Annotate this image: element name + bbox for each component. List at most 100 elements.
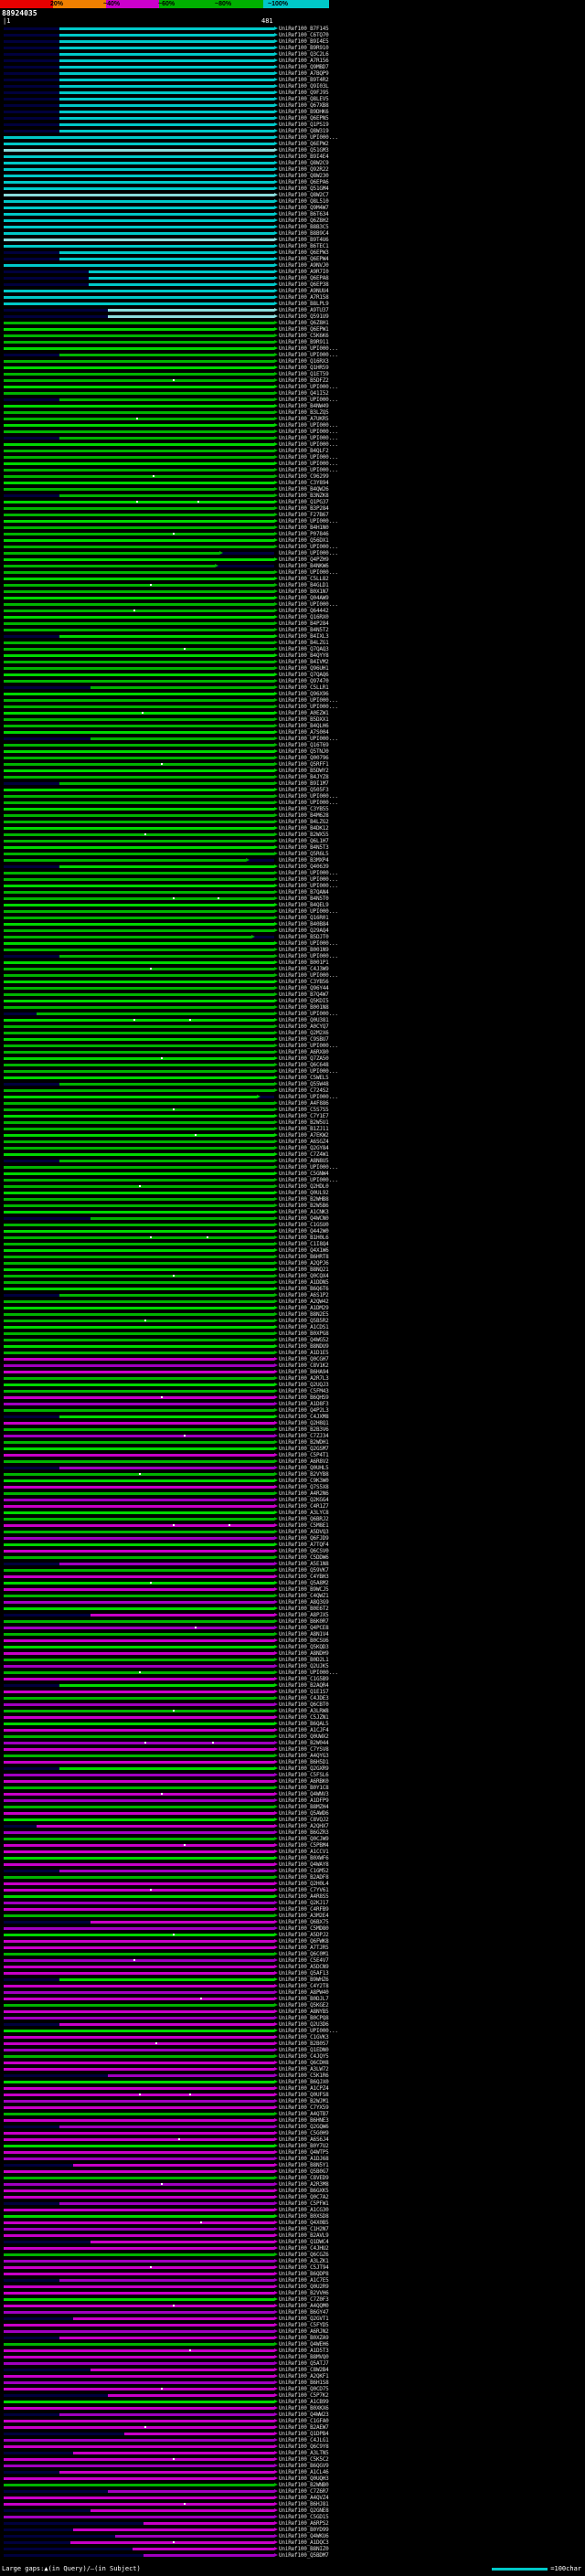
hit-row[interactable]: UniRef100_C5K6K6	[0, 333, 585, 339]
hit-row[interactable]: UniRef100_UPI000...	[0, 569, 585, 576]
hit-row[interactable]: UniRef100_A6RBK0	[0, 1778, 585, 1785]
hit-row[interactable]: UniRef100_UPI000...	[0, 429, 585, 435]
hit-row[interactable]: UniRef100_Q56DX1	[0, 537, 585, 544]
hit-row[interactable]: UniRef100_Q96UH1	[0, 665, 585, 672]
hit-row[interactable]: UniRef100_C7YSV8	[0, 1746, 585, 1753]
hit-row[interactable]: UniRef100_C3Y894	[0, 480, 585, 486]
hit-row[interactable]: UniRef100_A8Q3G9	[0, 1599, 585, 1606]
hit-row[interactable]: UniRef100_Q7ZA50	[0, 1055, 585, 1062]
hit-row[interactable]: UniRef100_Q16RX0	[0, 614, 585, 620]
hit-row[interactable]: UniRef100_UPI000...	[0, 883, 585, 889]
hit-row[interactable]: UniRef100_UPI000...	[0, 800, 585, 806]
hit-row[interactable]: UniRef100_B8NIZ0	[0, 2546, 585, 2552]
hit-row[interactable]: UniRef100_C5PBM4	[0, 1842, 585, 1849]
hit-row[interactable]: UniRef100_C5M8E1	[0, 1522, 585, 1529]
hit-row[interactable]: UniRef100_Q0UQH3	[0, 2475, 585, 2482]
hit-row[interactable]: UniRef100_C9K3W0	[0, 1478, 585, 1484]
hit-row[interactable]: UniRef100_B9I1M7	[0, 780, 585, 787]
hit-row[interactable]: UniRef100_C4RFB9	[0, 1906, 585, 1913]
hit-row[interactable]: UniRef100_A2QKF1	[0, 2373, 585, 2380]
hit-row[interactable]: UniRef100_Q4WKU6	[0, 2533, 585, 2539]
hit-row[interactable]: UniRef100_B40B84	[0, 921, 585, 928]
hit-row[interactable]: UniRef100_A1CG30	[0, 2207, 585, 2213]
hit-row[interactable]: UniRef100_B5DFZ2	[0, 377, 585, 384]
hit-row[interactable]: UniRef100_B6HRT8	[0, 1254, 585, 1260]
hit-row[interactable]: UniRef100_B0Y1C8	[0, 1785, 585, 1791]
hit-row[interactable]: UniRef100_Q0C7A2	[0, 2194, 585, 2200]
hit-row[interactable]: UniRef100_UPI000...	[0, 940, 585, 947]
hit-row[interactable]: UniRef100_Q6Z8H1	[0, 320, 585, 326]
hit-row[interactable]: UniRef100_C5P4T1	[0, 1452, 585, 1458]
hit-row[interactable]: UniRef100_Q2GXR9	[0, 1765, 585, 1772]
hit-row[interactable]: UniRef100_UPI000...	[0, 384, 585, 390]
hit-row[interactable]: UniRef100_C1GVK3	[0, 2034, 585, 2041]
hit-row[interactable]: UniRef100_Q5AWD6	[0, 1810, 585, 1817]
hit-row[interactable]: UniRef100_Q41I52	[0, 390, 585, 397]
hit-row[interactable]: UniRef100_UPI000...	[0, 422, 585, 429]
hit-row[interactable]: UniRef100_B1H0L6	[0, 1235, 585, 1241]
hit-row[interactable]: UniRef100_B2AQR4	[0, 1682, 585, 1689]
hit-row[interactable]: UniRef100_Q0CD75	[0, 2386, 585, 2392]
hit-row[interactable]: UniRef100_C5E4V7	[0, 1957, 585, 1964]
hit-row[interactable]: UniRef100_B6QAL5	[0, 1721, 585, 1727]
hit-row[interactable]: UniRef100_B001P1	[0, 959, 585, 966]
hit-row[interactable]: UniRef100_A1CPZ4	[0, 2085, 585, 2092]
hit-row[interactable]: UniRef100_B3MXP4	[0, 857, 585, 864]
hit-row[interactable]: UniRef100_B6HJ81	[0, 2501, 585, 2507]
hit-row[interactable]: UniRef100_UPI000...	[0, 1164, 585, 1171]
hit-row[interactable]: UniRef100_Q29AQ4	[0, 928, 585, 934]
hit-row[interactable]: UniRef100_B6TEC1	[0, 243, 585, 249]
hit-row[interactable]: UniRef100_Q5B0G7	[0, 2168, 585, 2175]
hit-row[interactable]: UniRef100_C8W2B4	[0, 2367, 585, 2373]
hit-row[interactable]: UniRef100_UPI000...	[0, 461, 585, 467]
hit-row[interactable]: UniRef100_A6S1P2	[0, 1292, 585, 1299]
hit-row[interactable]: UniRef100_Q8W230	[0, 173, 585, 179]
hit-row[interactable]: UniRef100_B001N8	[0, 1004, 585, 1011]
hit-row[interactable]: UniRef100_B6Q6T6	[0, 1286, 585, 1292]
hit-row[interactable]: UniRef100_A1CNK3	[0, 1209, 585, 1215]
hit-row[interactable]: UniRef100_Q7S5X8	[0, 1484, 585, 1490]
hit-row[interactable]: UniRef100_B4QLH6	[0, 723, 585, 729]
hit-row[interactable]: UniRef100_C3YB55	[0, 806, 585, 812]
hit-row[interactable]: UniRef100_A1CB99	[0, 2399, 585, 2405]
hit-row[interactable]: UniRef100_C1G5B9	[0, 1676, 585, 1682]
hit-row[interactable]: UniRef100_A4R8S5	[0, 1893, 585, 1900]
hit-row[interactable]: UniRef100_A6RJN2	[0, 2328, 585, 2335]
hit-row[interactable]: UniRef100_B6GXK5	[0, 2188, 585, 2194]
hit-row[interactable]: UniRef100_A4QVZ4	[0, 2495, 585, 2501]
hit-row[interactable]: UniRef100_Q6CGZ6	[0, 2252, 585, 2258]
hit-row[interactable]: UniRef100_B0XSD8	[0, 2213, 585, 2220]
hit-row[interactable]: UniRef100_A6SGZ4	[0, 1139, 585, 1145]
hit-row[interactable]: UniRef100_Q0UWX2	[0, 1733, 585, 1740]
hit-row[interactable]: UniRef100_A6R8V2	[0, 1458, 585, 1465]
hit-row[interactable]: UniRef100_B8MZH4	[0, 1804, 585, 1810]
hit-row[interactable]: UniRef100_A7BQP9	[0, 70, 585, 77]
hit-row[interactable]: UniRef100_Q5A8M2	[0, 1580, 585, 1586]
hit-row[interactable]: UniRef100_C4Y2T8	[0, 1983, 585, 1989]
hit-row[interactable]: UniRef100_A5DCN9	[0, 1964, 585, 1970]
hit-row[interactable]: UniRef100_UPI000...	[0, 704, 585, 710]
hit-row[interactable]: UniRef100_UPI000...	[0, 1068, 585, 1075]
hit-row[interactable]: UniRef100_C1GM52	[0, 1868, 585, 1874]
hit-row[interactable]: UniRef100_C7ZJ34	[0, 1433, 585, 1439]
hit-row[interactable]: UniRef100_UPI000...	[0, 345, 585, 352]
hit-row[interactable]: UniRef100_B0CSU6	[0, 1638, 585, 1644]
hit-row[interactable]: UniRef100_B1ZJ11	[0, 1126, 585, 1132]
hit-row[interactable]: UniRef100_B5DWY2	[0, 768, 585, 774]
hit-row[interactable]: UniRef100_Q6EP38	[0, 281, 585, 288]
hit-row[interactable]: UniRef100_A4R2N6	[0, 1490, 585, 1497]
hit-row[interactable]: UniRef100_Q1DWC4	[0, 2239, 585, 2245]
hit-row[interactable]: UniRef100_Q9M4W7	[0, 205, 585, 211]
hit-row[interactable]: UniRef100_C5K1R6	[0, 2072, 585, 2079]
hit-row[interactable]: UniRef100_B4M628	[0, 812, 585, 819]
hit-row[interactable]: UniRef100_Q2GNE8	[0, 2507, 585, 2514]
hit-row[interactable]: UniRef100_B8MVQ0	[0, 2354, 585, 2360]
hit-row[interactable]: UniRef100_C8VED9	[0, 2175, 585, 2181]
hit-row[interactable]: UniRef100_Q4PCE8	[0, 1625, 585, 1631]
hit-row[interactable]: UniRef100_UPI000...	[0, 876, 585, 883]
hit-row[interactable]: UniRef100_Q1HR59	[0, 365, 585, 371]
hit-row[interactable]: UniRef100_A1DDN5	[0, 1279, 585, 1286]
hit-row[interactable]: UniRef100_A1CL46	[0, 2469, 585, 2475]
hit-row[interactable]: UniRef100_A1D8F3	[0, 1401, 585, 1407]
hit-row[interactable]: UniRef100_Q6CSV0	[0, 1548, 585, 1554]
